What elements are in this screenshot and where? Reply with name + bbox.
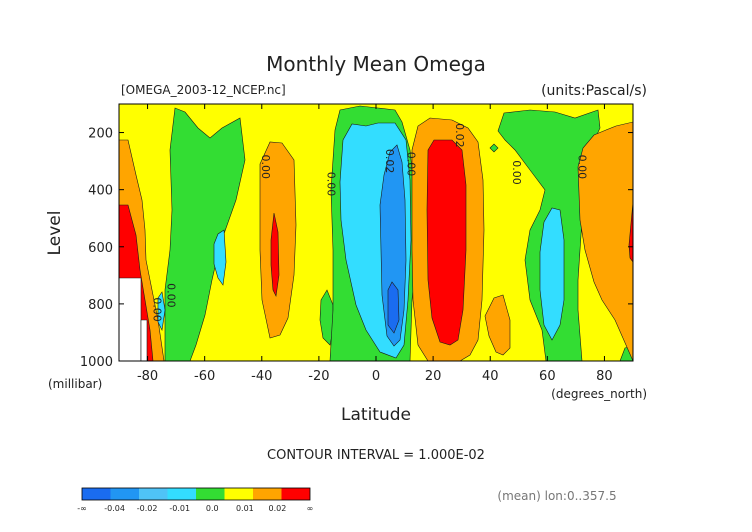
dark-blue-lower-core: [387, 281, 400, 334]
colorbar-label: -0.01: [169, 504, 190, 513]
contour-label-5: 0.02: [453, 123, 466, 148]
x-tick-label: 0: [372, 369, 380, 384]
red-northern-core: [426, 139, 467, 346]
x-tick-label: 60: [539, 369, 556, 384]
y-tick-label: 1000: [80, 355, 113, 370]
colorbar-swatch: [253, 488, 282, 500]
chart-title: Monthly Mean Omega: [266, 52, 486, 76]
contour-label-8: 0.00: [164, 283, 177, 308]
plot-area: 0.000.000.02 0.000.020.00 0.000.000.00: [119, 104, 633, 361]
colorbar-swatch: [224, 488, 253, 500]
contour-fill-layer: 0.000.000.02 0.000.020.00 0.000.000.00: [119, 104, 633, 361]
contour-label-2: 0.00: [325, 172, 338, 197]
y-axis-units: (millibar): [48, 377, 102, 391]
orange-east-edge: [577, 121, 633, 361]
colorbar-swatch: [82, 488, 111, 500]
y-tick-label: 200: [88, 127, 113, 142]
colorbar-swatch: [110, 488, 139, 500]
y-tick-label: 800: [88, 298, 113, 313]
y-axis-label: Level: [45, 211, 65, 256]
x-tick-label: -40: [251, 369, 272, 384]
x-tick-label: -20: [308, 369, 329, 384]
colorbar-label: ∞: [307, 504, 314, 513]
y-tick-label: 600: [88, 241, 113, 256]
colorbar-frame: [81, 487, 311, 501]
file-label: [OMEGA_2003-12_NCEP.nc]: [121, 83, 286, 97]
contour-label-9: 0.00: [150, 297, 163, 322]
colorbar-label: 0.01: [236, 504, 254, 513]
x-axis-units: (degrees_north): [551, 387, 647, 401]
x-tick-label: -60: [194, 369, 215, 384]
colorbar-label: 0.02: [269, 504, 287, 513]
colorbar-swatch: [167, 488, 196, 500]
colorbar-swatch: [281, 488, 310, 500]
colorbar-label: 0.0: [206, 504, 219, 513]
colorbar-label: -∞: [77, 504, 87, 513]
cyan-southern-cell: [213, 229, 227, 286]
cyan-small-south: [157, 291, 166, 331]
x-tick-label: 40: [482, 369, 499, 384]
contour-label-3: 0.02: [383, 149, 396, 174]
blue-equatorial-core: [379, 144, 407, 347]
contour-label-6: 0.00: [510, 160, 523, 185]
contour-interval-text: CONTOUR INTERVAL = 1.000E-02: [267, 448, 485, 463]
green-southern-band: [164, 107, 246, 361]
contour-label-7: 0.00: [576, 155, 589, 180]
contour-label-1: 0.00: [259, 155, 272, 180]
x-tick-label: 20: [425, 369, 442, 384]
colorbar-label: -0.02: [137, 504, 158, 513]
y-tick-label: 400: [88, 184, 113, 199]
x-tick-label: 80: [596, 369, 613, 384]
colorbar-swatch: [139, 488, 168, 500]
units-label: (units:Pascal/s): [541, 83, 647, 99]
red-southern-cell: [270, 212, 280, 297]
footer-note: (mean) lon:0..357.5: [497, 489, 616, 503]
colorbar-swatch: [196, 488, 225, 500]
cyan-northern-cell: [539, 207, 565, 341]
contour-label-4: 0.00: [404, 152, 417, 177]
green-small-dot: [489, 143, 499, 153]
x-tick-label: -80: [137, 369, 158, 384]
axes: -80 -60 -40 -20 0 20 40 60 80 200 400 600 800 1000: [80, 103, 634, 384]
x-axis-label: Latitude: [341, 405, 411, 425]
contour-label-group: 0.000.000.02 0.000.020.00 0.000.000.00: [150, 123, 588, 322]
colorbar-label: -0.04: [104, 504, 125, 513]
orange-northern-sliver: [484, 294, 511, 356]
colorbar: -∞ -0.04 -0.02 -0.01 0.0 0.01 0.02 ∞: [77, 487, 314, 513]
white-missing-terrain-b: [140, 319, 148, 361]
white-missing-terrain-a: [119, 277, 142, 361]
